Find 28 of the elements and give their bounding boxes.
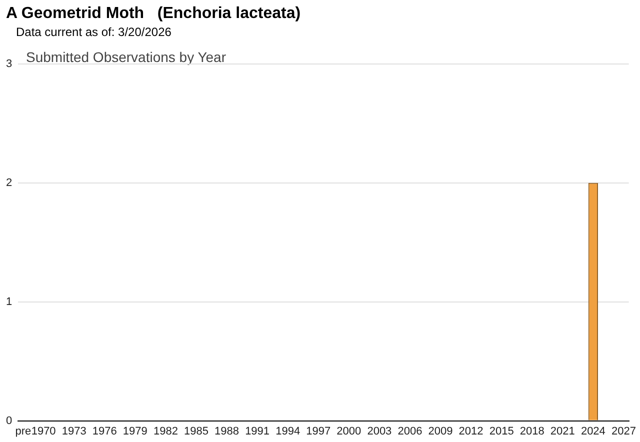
x-tick-label: 1979	[122, 425, 148, 438]
x-tick-label: 1988	[214, 425, 240, 438]
x-tick-label: 1976	[92, 425, 117, 438]
annotation: Submitted Observations by Year	[26, 49, 226, 65]
chart-subtitle: Data current as of: 3/20/2026	[16, 25, 172, 39]
y-tick-label: 0	[6, 414, 12, 427]
x-tick-label: 2009	[428, 425, 453, 438]
x-tick-label: 2012	[458, 425, 484, 438]
x-tick-label: 2000	[336, 425, 362, 438]
x-tick-label: 2027	[611, 425, 636, 438]
x-tick-label: 1973	[62, 425, 86, 438]
x-tick-label: 1982	[153, 425, 178, 438]
x-tick-label: 2021	[550, 425, 575, 438]
x-tick-label: 1997	[306, 425, 331, 438]
x-tick-label: 1991	[245, 425, 270, 438]
y-tick-label: 3	[6, 58, 12, 70]
x-tick-label: 2018	[520, 425, 544, 438]
x-tick-label: 2006	[398, 425, 422, 438]
chart-title: A Geometrid Moth (Enchoria lacteata)	[6, 5, 301, 23]
x-tick-label: 2015	[489, 425, 514, 438]
y-tick-label: 2	[6, 176, 12, 189]
y-tick-label: 1	[6, 296, 12, 308]
x-tick-label: 1970	[31, 425, 56, 438]
x-tick-label: pre	[15, 425, 32, 438]
x-tick-label: 1994	[276, 425, 300, 438]
x-tick-label: 2024	[580, 425, 606, 438]
x-tick-label: 2003	[367, 425, 392, 438]
x-tick-label: 1985	[184, 425, 208, 438]
